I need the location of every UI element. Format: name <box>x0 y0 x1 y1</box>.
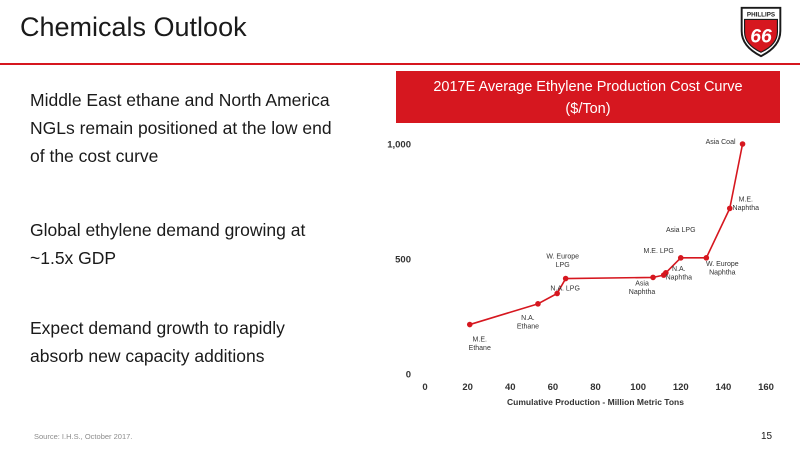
x-tick-label: 40 <box>505 382 516 393</box>
data-label: Asia Coal <box>706 139 736 146</box>
x-tick-label: 100 <box>630 382 646 393</box>
source-note: Source: I.H.S., October 2017. <box>34 432 133 441</box>
data-point <box>677 255 684 261</box>
y-tick-label: 500 <box>395 255 411 266</box>
logo-number: 66 <box>750 27 772 48</box>
bullet-1: Middle East ethane and North America NGL… <box>30 90 332 166</box>
data-label: W. Europe LPG <box>546 254 579 269</box>
cost-curve-line <box>469 143 744 326</box>
data-label: Asia LPG <box>666 227 696 234</box>
y-tick-label: 1,000 <box>387 140 411 151</box>
data-label: W. Europe Naphtha <box>706 261 739 277</box>
data-label: M.E. Ethane <box>469 337 491 353</box>
x-tick-label: 120 <box>673 382 689 393</box>
data-label: Asia Naphtha <box>629 280 656 296</box>
logo-top-text: PHILLIPS <box>747 12 775 19</box>
x-tick-label: 20 <box>462 382 473 393</box>
cost-curve-chart: 0 500 1,000 0 20 40 60 80 100 120 140 160 Cumulative… <box>387 139 774 407</box>
data-point <box>650 274 656 281</box>
bullet-3: Expect demand growth to rapidly absorb n… <box>30 318 285 366</box>
data-point <box>703 255 710 261</box>
data-label: N.A. Ethane <box>517 315 539 331</box>
x-axis-title: Cumulative Production - Million Metric T… <box>507 397 684 407</box>
y-tick-label: 0 <box>406 370 411 381</box>
data-label: N.A. Naphtha <box>666 266 693 282</box>
data-label: N.A. LPG <box>550 286 580 293</box>
chart-title-box: 2017E Average Ethylene Production Cost C… <box>396 71 780 123</box>
data-point <box>726 205 733 212</box>
data-point <box>554 290 560 297</box>
data-point <box>466 321 473 328</box>
title-underline <box>0 63 800 65</box>
x-tick-label: 60 <box>548 382 559 393</box>
page-title: Chemicals Outlook <box>20 12 247 42</box>
chart-title: 2017E Average Ethylene Production Cost C… <box>433 79 743 95</box>
phillips-66-shield-logo: PHILLIPS 66 <box>740 6 782 58</box>
page-number: 15 <box>761 431 773 442</box>
bullet-2: Global ethylene demand growing at ~1.5x … <box>30 220 306 268</box>
x-tick-label: 80 <box>590 382 601 393</box>
data-point <box>739 141 746 147</box>
chart-subtitle: ($/Ton) <box>565 101 611 117</box>
x-tick-label: 140 <box>715 382 731 393</box>
data-label: M.E. Naphtha <box>733 196 760 212</box>
data-label: M.E. LPG <box>644 248 674 255</box>
data-point <box>663 270 669 276</box>
data-point <box>535 301 541 307</box>
data-point <box>562 275 569 282</box>
x-tick-label: 160 <box>758 382 774 393</box>
x-tick-label: 0 <box>422 382 427 393</box>
